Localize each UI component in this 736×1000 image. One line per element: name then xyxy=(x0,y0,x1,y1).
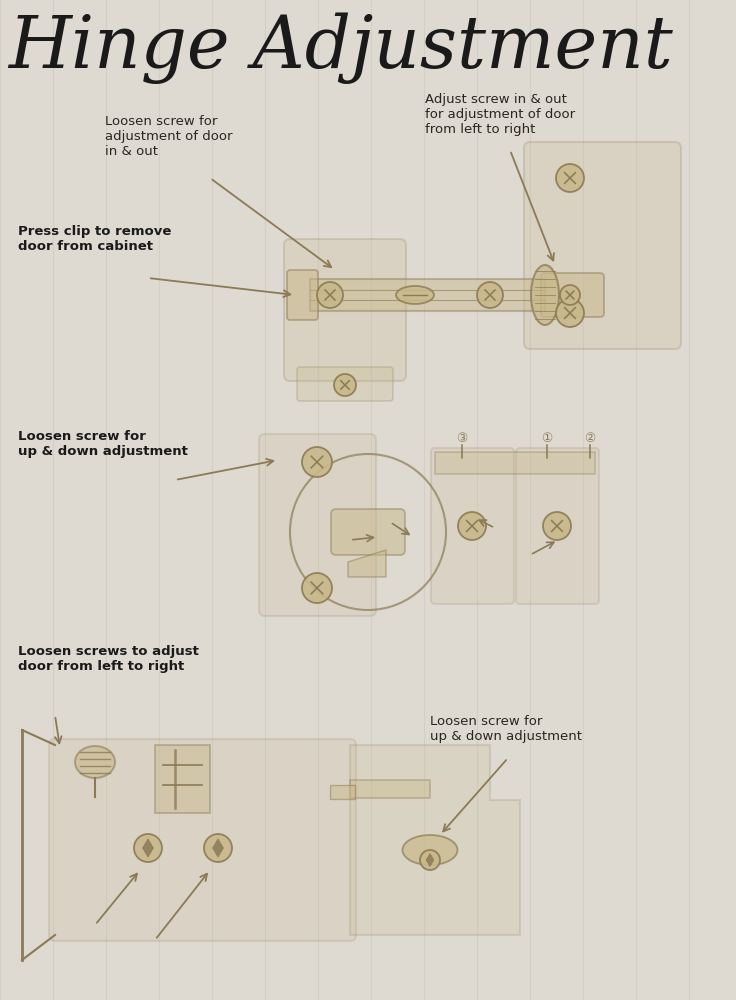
Circle shape xyxy=(556,164,584,192)
Bar xyxy=(435,452,595,474)
Text: ①: ① xyxy=(542,432,553,445)
Circle shape xyxy=(458,512,486,540)
Circle shape xyxy=(560,285,580,305)
FancyBboxPatch shape xyxy=(287,270,318,320)
Text: Loosen screw for
adjustment of door
in & out: Loosen screw for adjustment of door in &… xyxy=(105,115,233,158)
Text: Loosen screw for
up & down adjustment: Loosen screw for up & down adjustment xyxy=(18,430,188,458)
Circle shape xyxy=(302,447,332,477)
Text: Hinge Adjustment: Hinge Adjustment xyxy=(8,12,673,84)
Ellipse shape xyxy=(75,746,115,778)
Circle shape xyxy=(317,282,343,308)
Polygon shape xyxy=(143,839,154,857)
FancyBboxPatch shape xyxy=(541,273,604,317)
Text: Loosen screws to adjust
door from left to right: Loosen screws to adjust door from left t… xyxy=(18,645,199,673)
FancyBboxPatch shape xyxy=(516,448,599,604)
Polygon shape xyxy=(348,550,386,577)
Ellipse shape xyxy=(396,286,434,304)
Circle shape xyxy=(543,512,571,540)
Polygon shape xyxy=(213,839,224,857)
Ellipse shape xyxy=(403,835,458,865)
Bar xyxy=(330,785,355,799)
Circle shape xyxy=(204,834,232,862)
Polygon shape xyxy=(350,745,520,935)
Text: Press clip to remove
door from cabinet: Press clip to remove door from cabinet xyxy=(18,225,171,253)
Circle shape xyxy=(134,834,162,862)
FancyBboxPatch shape xyxy=(431,448,514,604)
Bar xyxy=(350,780,430,798)
Polygon shape xyxy=(426,854,434,866)
Text: ③: ③ xyxy=(456,432,467,445)
Text: Loosen screw for
up & down adjustment: Loosen screw for up & down adjustment xyxy=(430,715,582,743)
Text: Adjust screw in & out
for adjustment of door
from left to right: Adjust screw in & out for adjustment of … xyxy=(425,93,575,136)
FancyBboxPatch shape xyxy=(524,142,681,349)
Text: ②: ② xyxy=(584,432,595,445)
Circle shape xyxy=(420,850,440,870)
Circle shape xyxy=(477,282,503,308)
FancyBboxPatch shape xyxy=(49,739,356,941)
Circle shape xyxy=(334,374,356,396)
Bar xyxy=(310,279,545,311)
Bar xyxy=(155,745,210,813)
Circle shape xyxy=(302,573,332,603)
Circle shape xyxy=(556,299,584,327)
FancyBboxPatch shape xyxy=(331,509,405,555)
Ellipse shape xyxy=(531,265,559,325)
FancyBboxPatch shape xyxy=(259,434,376,616)
FancyBboxPatch shape xyxy=(297,367,393,401)
FancyBboxPatch shape xyxy=(284,239,406,381)
